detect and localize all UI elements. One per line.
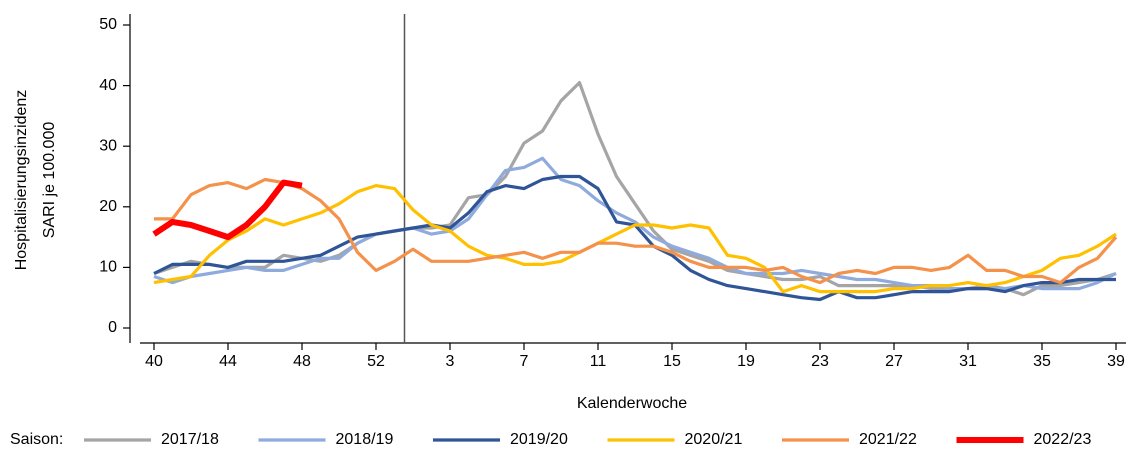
y-axis-title: Hospitalisierungsinzidenz bbox=[13, 90, 30, 271]
legend-label: 2018/19 bbox=[336, 431, 394, 448]
x-tick-label: 7 bbox=[520, 353, 529, 370]
y-tick-label: 10 bbox=[99, 259, 117, 276]
series-line bbox=[153, 156, 1117, 291]
y-tick-label: 20 bbox=[99, 198, 117, 215]
x-tick-label: 40 bbox=[145, 353, 163, 370]
x-tick-label: 35 bbox=[1033, 353, 1051, 370]
legend-label: 2019/20 bbox=[510, 431, 568, 448]
y-tick-label: 30 bbox=[99, 137, 117, 154]
x-tick-label: 11 bbox=[590, 353, 607, 370]
legend-label: 2021/22 bbox=[859, 431, 917, 448]
x-tick-label: 31 bbox=[959, 353, 977, 370]
legend-title: Saison: bbox=[10, 431, 63, 448]
legend-label: 2022/23 bbox=[1034, 431, 1092, 448]
series-line bbox=[153, 184, 1117, 294]
x-tick-label: 3 bbox=[446, 353, 455, 370]
x-tick-label: 48 bbox=[293, 353, 311, 370]
y-axis-title: SARI je 100.000 bbox=[41, 122, 58, 239]
x-tick-label: 23 bbox=[811, 353, 829, 370]
legend-label: 2020/21 bbox=[685, 431, 743, 448]
x-tick-label: 44 bbox=[219, 353, 237, 370]
series-line bbox=[152, 179, 303, 241]
series-line bbox=[154, 177, 1118, 285]
series-line bbox=[153, 174, 1116, 302]
legend-label: 2017/18 bbox=[161, 431, 219, 448]
x-tick-label: 15 bbox=[663, 353, 681, 370]
x-tick-label: 39 bbox=[1107, 353, 1125, 370]
y-tick-label: 40 bbox=[99, 77, 117, 94]
x-tick-label: 19 bbox=[737, 353, 755, 370]
x-tick-label: 27 bbox=[885, 353, 903, 370]
x-tick-label: 52 bbox=[367, 353, 385, 370]
y-tick-label: 0 bbox=[108, 319, 117, 336]
y-tick-label: 50 bbox=[99, 16, 117, 33]
x-axis-title: Kalenderwoche bbox=[577, 395, 687, 412]
